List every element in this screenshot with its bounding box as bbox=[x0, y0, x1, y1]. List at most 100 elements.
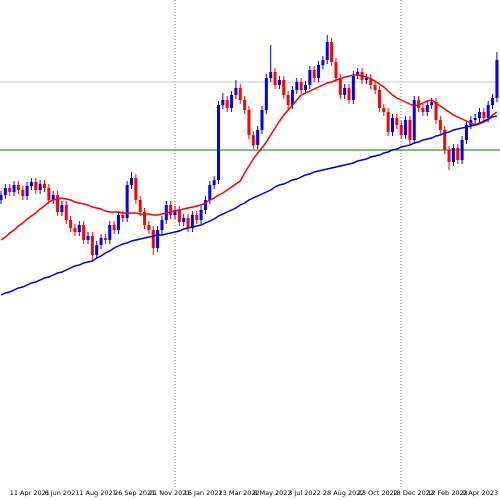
x-tick-label: 21 Nov 2021 bbox=[149, 489, 191, 497]
x-tick-label: 26 Sep 2021 bbox=[114, 489, 155, 497]
candle-body bbox=[64, 205, 68, 220]
candle-body bbox=[177, 210, 181, 222]
candle-body bbox=[130, 178, 133, 185]
candle-body bbox=[69, 220, 73, 228]
candle-body bbox=[312, 70, 316, 78]
candle-body bbox=[56, 195, 60, 212]
candle-body bbox=[151, 230, 155, 248]
candle-body bbox=[290, 90, 294, 105]
candle-body bbox=[304, 85, 307, 90]
candle-body bbox=[391, 118, 394, 132]
candle-body bbox=[299, 82, 303, 90]
candle-body bbox=[408, 120, 412, 140]
candle-body bbox=[12, 185, 16, 192]
candle-body bbox=[451, 148, 455, 162]
candle-body bbox=[373, 85, 377, 90]
candle-body bbox=[147, 225, 151, 230]
candle-body bbox=[238, 88, 242, 100]
x-tick-label: 1 Aug 2021 bbox=[79, 489, 117, 497]
candle-body bbox=[343, 88, 347, 95]
candle-body bbox=[77, 225, 81, 232]
candle-body bbox=[190, 215, 194, 228]
candle-body bbox=[82, 225, 86, 240]
candle-body bbox=[51, 195, 55, 200]
candle-body bbox=[478, 112, 481, 118]
candle-body bbox=[482, 112, 486, 118]
x-tick-label: 3 Jul 2022 bbox=[288, 489, 321, 497]
candle-body bbox=[0, 195, 3, 200]
candle-body bbox=[434, 102, 438, 120]
candle-body bbox=[269, 72, 273, 78]
candle-body bbox=[369, 78, 373, 85]
candle-body bbox=[47, 188, 51, 200]
candle-body bbox=[90, 236, 94, 255]
candle-body bbox=[112, 225, 116, 230]
candle-body bbox=[25, 186, 29, 196]
candle-body bbox=[277, 80, 281, 85]
moving-average bbox=[0, 115, 498, 296]
candle-body bbox=[143, 212, 147, 225]
candle-body bbox=[203, 200, 207, 210]
candle-body bbox=[282, 80, 286, 95]
candle-body bbox=[334, 62, 338, 78]
candle-body bbox=[256, 130, 260, 145]
candle-body bbox=[38, 184, 42, 190]
candle-body bbox=[138, 200, 142, 212]
x-tick-label: 23 Oct 2022 bbox=[358, 489, 398, 497]
candle-body bbox=[351, 75, 355, 100]
candle-body bbox=[317, 65, 321, 78]
candle-body bbox=[460, 140, 464, 160]
candle-body bbox=[260, 110, 264, 130]
candle-body bbox=[495, 60, 499, 98]
candle-body bbox=[103, 238, 107, 240]
candle-body bbox=[425, 105, 429, 112]
candle-body bbox=[134, 178, 138, 200]
candle-body bbox=[234, 88, 238, 95]
candle-body bbox=[456, 148, 460, 160]
moving-average bbox=[0, 74, 498, 241]
candle-body bbox=[295, 82, 299, 90]
candle-body bbox=[221, 100, 225, 105]
candle-body bbox=[182, 218, 186, 222]
x-tick-label: 16 Jan 2022 bbox=[184, 489, 223, 497]
candle-body bbox=[464, 125, 468, 140]
candle-body bbox=[364, 78, 368, 80]
candle-body bbox=[421, 108, 425, 112]
candle-body bbox=[34, 182, 38, 190]
candle-body bbox=[404, 120, 408, 135]
candle-body bbox=[356, 72, 360, 75]
candle-body bbox=[212, 180, 216, 185]
candle-body bbox=[447, 150, 451, 162]
candle-body bbox=[247, 110, 251, 135]
x-tick-label: 12 Feb 2023 bbox=[427, 489, 467, 497]
candle-body bbox=[156, 230, 160, 248]
candle-body bbox=[99, 238, 103, 245]
candle-body bbox=[325, 42, 329, 60]
x-tick-label: 28 Aug 2022 bbox=[323, 489, 365, 497]
candle-body bbox=[160, 220, 164, 230]
candle-body bbox=[273, 72, 277, 85]
candle-body bbox=[125, 185, 129, 218]
candle-body bbox=[208, 185, 212, 200]
candle-body bbox=[430, 102, 434, 105]
candle-body bbox=[3, 188, 7, 195]
candle-body bbox=[338, 78, 342, 95]
candle-body bbox=[199, 210, 203, 220]
candle-body bbox=[443, 130, 447, 150]
candle-body bbox=[73, 228, 77, 232]
candle-body bbox=[308, 70, 312, 85]
candle-body bbox=[43, 184, 46, 188]
x-tick-label: 13 Mar 2022 bbox=[219, 489, 260, 497]
candle-body bbox=[286, 95, 290, 105]
candle-body bbox=[251, 135, 255, 145]
candle-body bbox=[225, 100, 229, 108]
candle-body bbox=[417, 100, 421, 108]
candle-body bbox=[116, 215, 120, 230]
candle-body bbox=[217, 105, 220, 180]
candle-body bbox=[486, 105, 490, 118]
candle-body bbox=[108, 225, 112, 240]
candle-body bbox=[173, 210, 177, 215]
candle-body bbox=[321, 60, 325, 65]
